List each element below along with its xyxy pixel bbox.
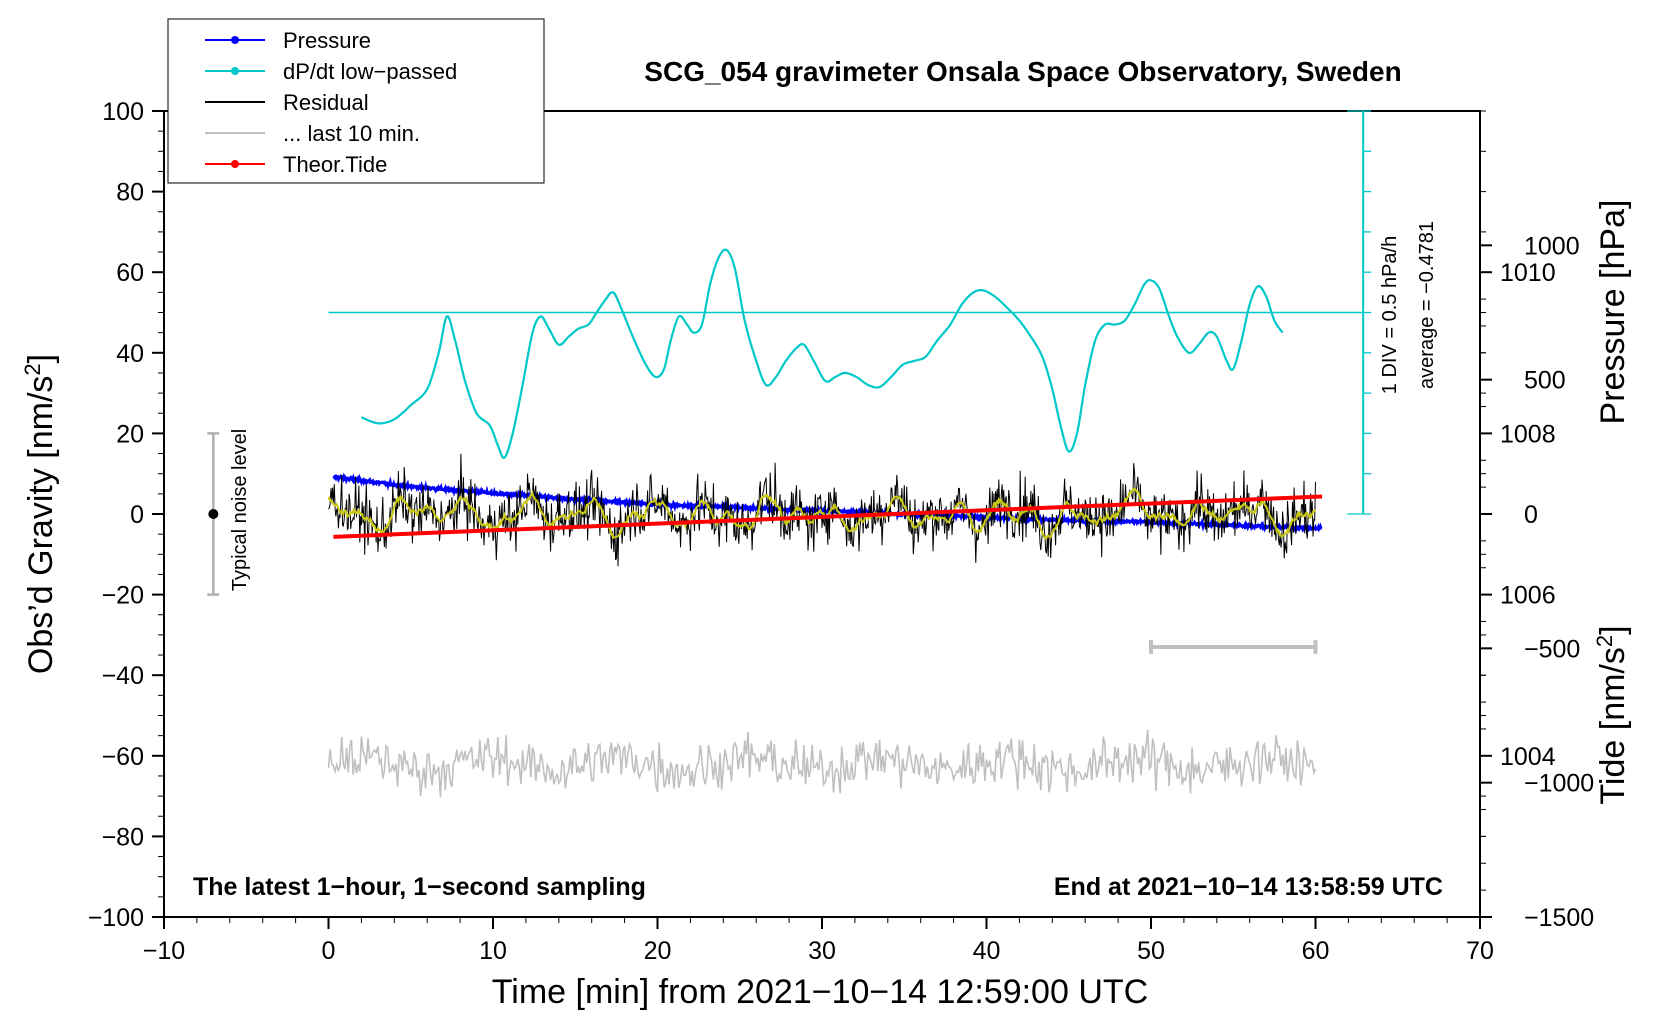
x-tick-label: 70 [1466, 937, 1494, 965]
y-tick-label: −100 [88, 904, 144, 932]
y-axis-label-pressure: Pressure [hPa] [1594, 200, 1632, 425]
tide-tick-label: −1000 [1524, 770, 1594, 798]
y-tick-label: 60 [116, 259, 144, 287]
x-tick-label: −10 [143, 937, 185, 965]
y-tick-label: 40 [116, 340, 144, 368]
tide-tick-label: 1000 [1524, 232, 1580, 260]
plot-area [327, 248, 1323, 798]
x-axis-label: Time [min] from 2021−10−14 12:59:00 UTC [492, 973, 1148, 1011]
residual-series [328, 453, 1316, 567]
x-tick-label: 30 [808, 937, 836, 965]
y-tick-label: 80 [116, 179, 144, 207]
y-tick-label: 20 [116, 420, 144, 448]
tide-tick-label: −500 [1524, 635, 1580, 663]
legend-marker [231, 36, 239, 44]
end-time-note: End at 2021−10−14 13:58:59 UTC [1054, 873, 1443, 901]
x-tick-label: 0 [322, 937, 336, 965]
y-tick-label: −20 [102, 582, 144, 610]
sampling-note: The latest 1−hour, 1−second sampling [193, 873, 646, 901]
x-tick-label: 10 [479, 937, 507, 965]
y-axis-label-tide: Tide [nm/s2] [1592, 625, 1632, 804]
legend-marker [231, 160, 239, 168]
legend-label: Theor.Tide [283, 152, 387, 177]
x-axis: −10 0 10 20 30 40 50 60 70 [143, 917, 1494, 965]
tide-series [333, 494, 1323, 539]
y-tick-label: −80 [102, 823, 144, 851]
noise-level-dot [208, 509, 219, 519]
y-axis-gravity: 100 80 60 40 20 0 −20 −40 −60 −80 −100 [88, 98, 164, 932]
x-tick-label: 20 [644, 937, 672, 965]
tide-tick-label: −1500 [1524, 904, 1594, 932]
tide-tick-label: 0 [1524, 501, 1538, 529]
pressure-tick-label: 1008 [1500, 420, 1556, 448]
dpdt-average-label: average = −0.4781 [1416, 221, 1438, 389]
dpdt-div-label: 1 DIV = 0.5 hPa/h [1379, 236, 1401, 394]
y-tick-label: 100 [102, 98, 144, 126]
last-10min-series [327, 729, 1317, 798]
x-tick-label: 60 [1302, 937, 1330, 965]
dpdt-series [360, 248, 1284, 459]
tide-tick-label: 500 [1524, 367, 1566, 395]
pressure-tick-label: 1010 [1500, 259, 1556, 287]
legend-label: Pressure [283, 28, 371, 53]
pressure-tick-label: 1006 [1500, 582, 1556, 610]
noise-level-label: Typical noise level [229, 429, 251, 591]
annotations [207, 110, 1372, 654]
y-tick-label: −40 [102, 662, 144, 690]
legend: Pressure dP/dt low−passed Residual ... last… [167, 18, 545, 184]
y-axis-pressure: 1010 1008 1006 1004 [1480, 110, 1556, 837]
legend-label: Residual [283, 90, 369, 115]
pressure-tick-label: 1004 [1500, 743, 1556, 771]
y-axis-label-gravity: Obs’d Gravity [nm/s2] [20, 354, 60, 674]
y-tick-label: 0 [130, 501, 144, 529]
x-tick-label: 40 [973, 937, 1001, 965]
legend-label: dP/dt low−passed [283, 59, 457, 84]
legend-label: ... last 10 min. [283, 121, 420, 146]
y-tick-label: −60 [102, 743, 144, 771]
chart-title: SCG_054 gravimeter Onsala Space Observat… [644, 56, 1401, 87]
legend-marker [231, 67, 239, 75]
y-axis-tide: 1000 500 0 −500 −1000 −1500 [1480, 232, 1594, 932]
x-tick-label: 50 [1137, 937, 1165, 965]
